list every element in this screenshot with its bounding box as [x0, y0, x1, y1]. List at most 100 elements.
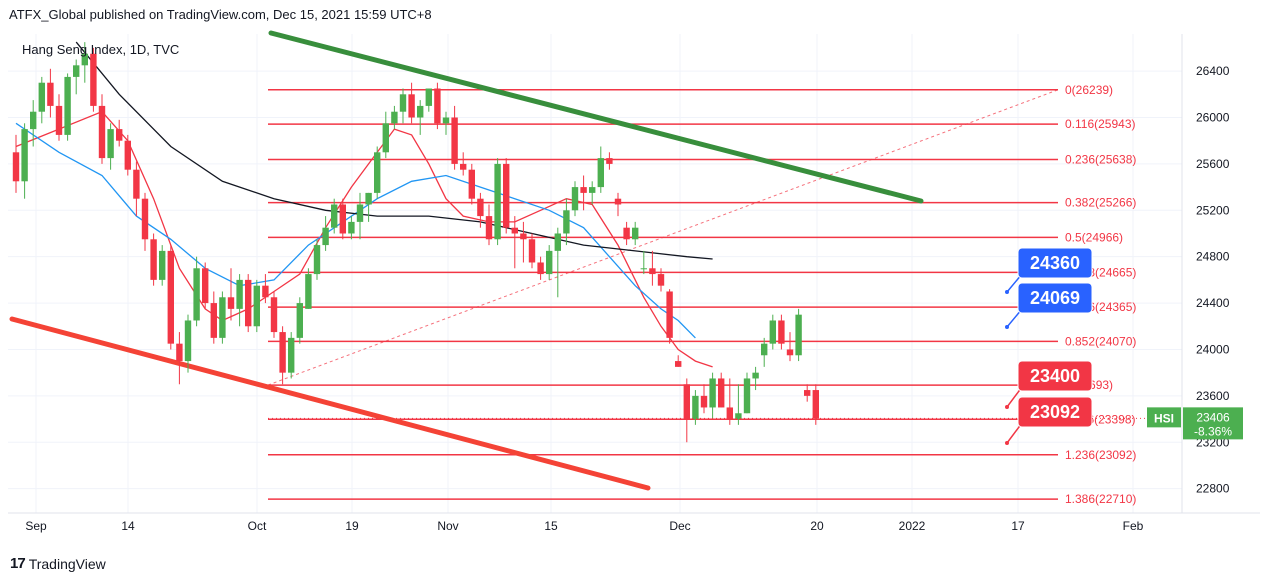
candle	[47, 68, 54, 118]
candle-body	[365, 192, 372, 205]
candle-body	[726, 407, 733, 420]
fib-trend-diagonal	[267, 89, 1059, 386]
last-price-change: -8.36%	[1194, 424, 1232, 438]
candle	[752, 366, 759, 391]
candle-body	[64, 76, 71, 135]
candle	[12, 134, 20, 193]
candle-body	[150, 239, 157, 280]
candle	[202, 262, 209, 309]
callout-value: 23092	[1030, 402, 1080, 422]
candle-body	[692, 395, 699, 420]
candle	[245, 274, 252, 333]
candle	[107, 123, 114, 170]
y-tick-label: 23600	[1196, 389, 1230, 403]
candle	[451, 105, 458, 170]
candle	[159, 245, 166, 286]
candle	[253, 279, 260, 333]
callout-anchor	[1005, 405, 1009, 409]
candle-body	[683, 384, 690, 420]
candle	[804, 384, 811, 402]
candle	[597, 146, 604, 193]
candle	[761, 337, 768, 367]
candle	[167, 245, 174, 350]
candle-body	[709, 378, 716, 408]
tradingview-brand[interactable]: 17 TradingView	[10, 555, 106, 572]
candle	[726, 378, 733, 425]
candle-body	[606, 158, 613, 164]
candle-body	[778, 320, 785, 344]
fib-level-label: 0.5(24966)	[1065, 230, 1123, 244]
symbol-box	[1147, 407, 1181, 428]
callout-box	[1017, 247, 1093, 279]
candle	[537, 256, 544, 280]
candle-body	[580, 187, 587, 193]
candle	[30, 100, 37, 147]
candle-body	[494, 163, 501, 240]
candle-body	[718, 378, 725, 408]
candle	[210, 291, 217, 344]
candle-body	[795, 314, 802, 356]
x-tick-label: Feb	[1123, 519, 1144, 533]
candle	[718, 372, 725, 408]
candle-body	[528, 239, 536, 263]
callout-anchor	[1005, 325, 1009, 329]
candle	[116, 119, 123, 147]
candle	[434, 82, 441, 130]
candle-body	[623, 227, 630, 240]
candle-body	[408, 94, 415, 118]
y-tick-label: 26400	[1196, 64, 1230, 78]
candle-body	[167, 250, 174, 344]
candle-body	[21, 129, 28, 182]
callout-box	[1017, 360, 1093, 392]
candle	[580, 175, 587, 211]
candle	[606, 152, 613, 170]
candle-body	[55, 105, 63, 135]
candle-body	[193, 268, 200, 321]
candle-body	[468, 169, 475, 199]
candle	[176, 332, 183, 385]
candle-body	[81, 53, 88, 66]
candle-body	[227, 297, 235, 309]
candle-body	[176, 343, 183, 362]
candle-body	[12, 152, 20, 182]
candle	[692, 390, 699, 425]
fib-level-label: 1.386(22710)	[1065, 492, 1136, 506]
x-tick-label: 19	[345, 519, 359, 533]
candle-body	[382, 123, 389, 153]
candle-body	[391, 111, 398, 124]
candle-body	[339, 204, 346, 234]
candle-body	[313, 245, 321, 275]
candle-body	[700, 395, 708, 408]
candle	[313, 239, 321, 280]
callout-anchor	[1005, 290, 1009, 294]
candle-body	[614, 198, 622, 205]
candle-body	[451, 117, 458, 164]
candle	[90, 47, 97, 112]
candle	[288, 332, 295, 379]
candle	[769, 314, 776, 350]
candle	[503, 158, 510, 234]
candle-body	[219, 297, 226, 338]
publish-info: ATFX_Global published on TradingView.com…	[9, 7, 432, 22]
candle-body	[511, 227, 518, 234]
candle	[460, 152, 467, 176]
candle-body	[657, 274, 665, 286]
y-tick-label: 22800	[1196, 482, 1230, 496]
y-tick-label: 25200	[1196, 203, 1230, 217]
candle	[73, 59, 80, 95]
candle	[614, 192, 622, 217]
fib-level-label: 1.236(23092)	[1065, 448, 1136, 462]
brand-name: TradingView	[28, 555, 106, 572]
candle-body	[503, 163, 510, 228]
candle	[683, 378, 690, 443]
candle-body	[202, 268, 209, 304]
candle-body	[253, 285, 260, 327]
candle	[262, 274, 269, 304]
candle-body	[38, 82, 45, 112]
fib-level-label: 0.382(25266)	[1065, 196, 1136, 210]
candle-body	[30, 111, 37, 130]
candle	[589, 181, 596, 205]
candle	[528, 233, 536, 269]
moving-averages	[15, 41, 713, 368]
